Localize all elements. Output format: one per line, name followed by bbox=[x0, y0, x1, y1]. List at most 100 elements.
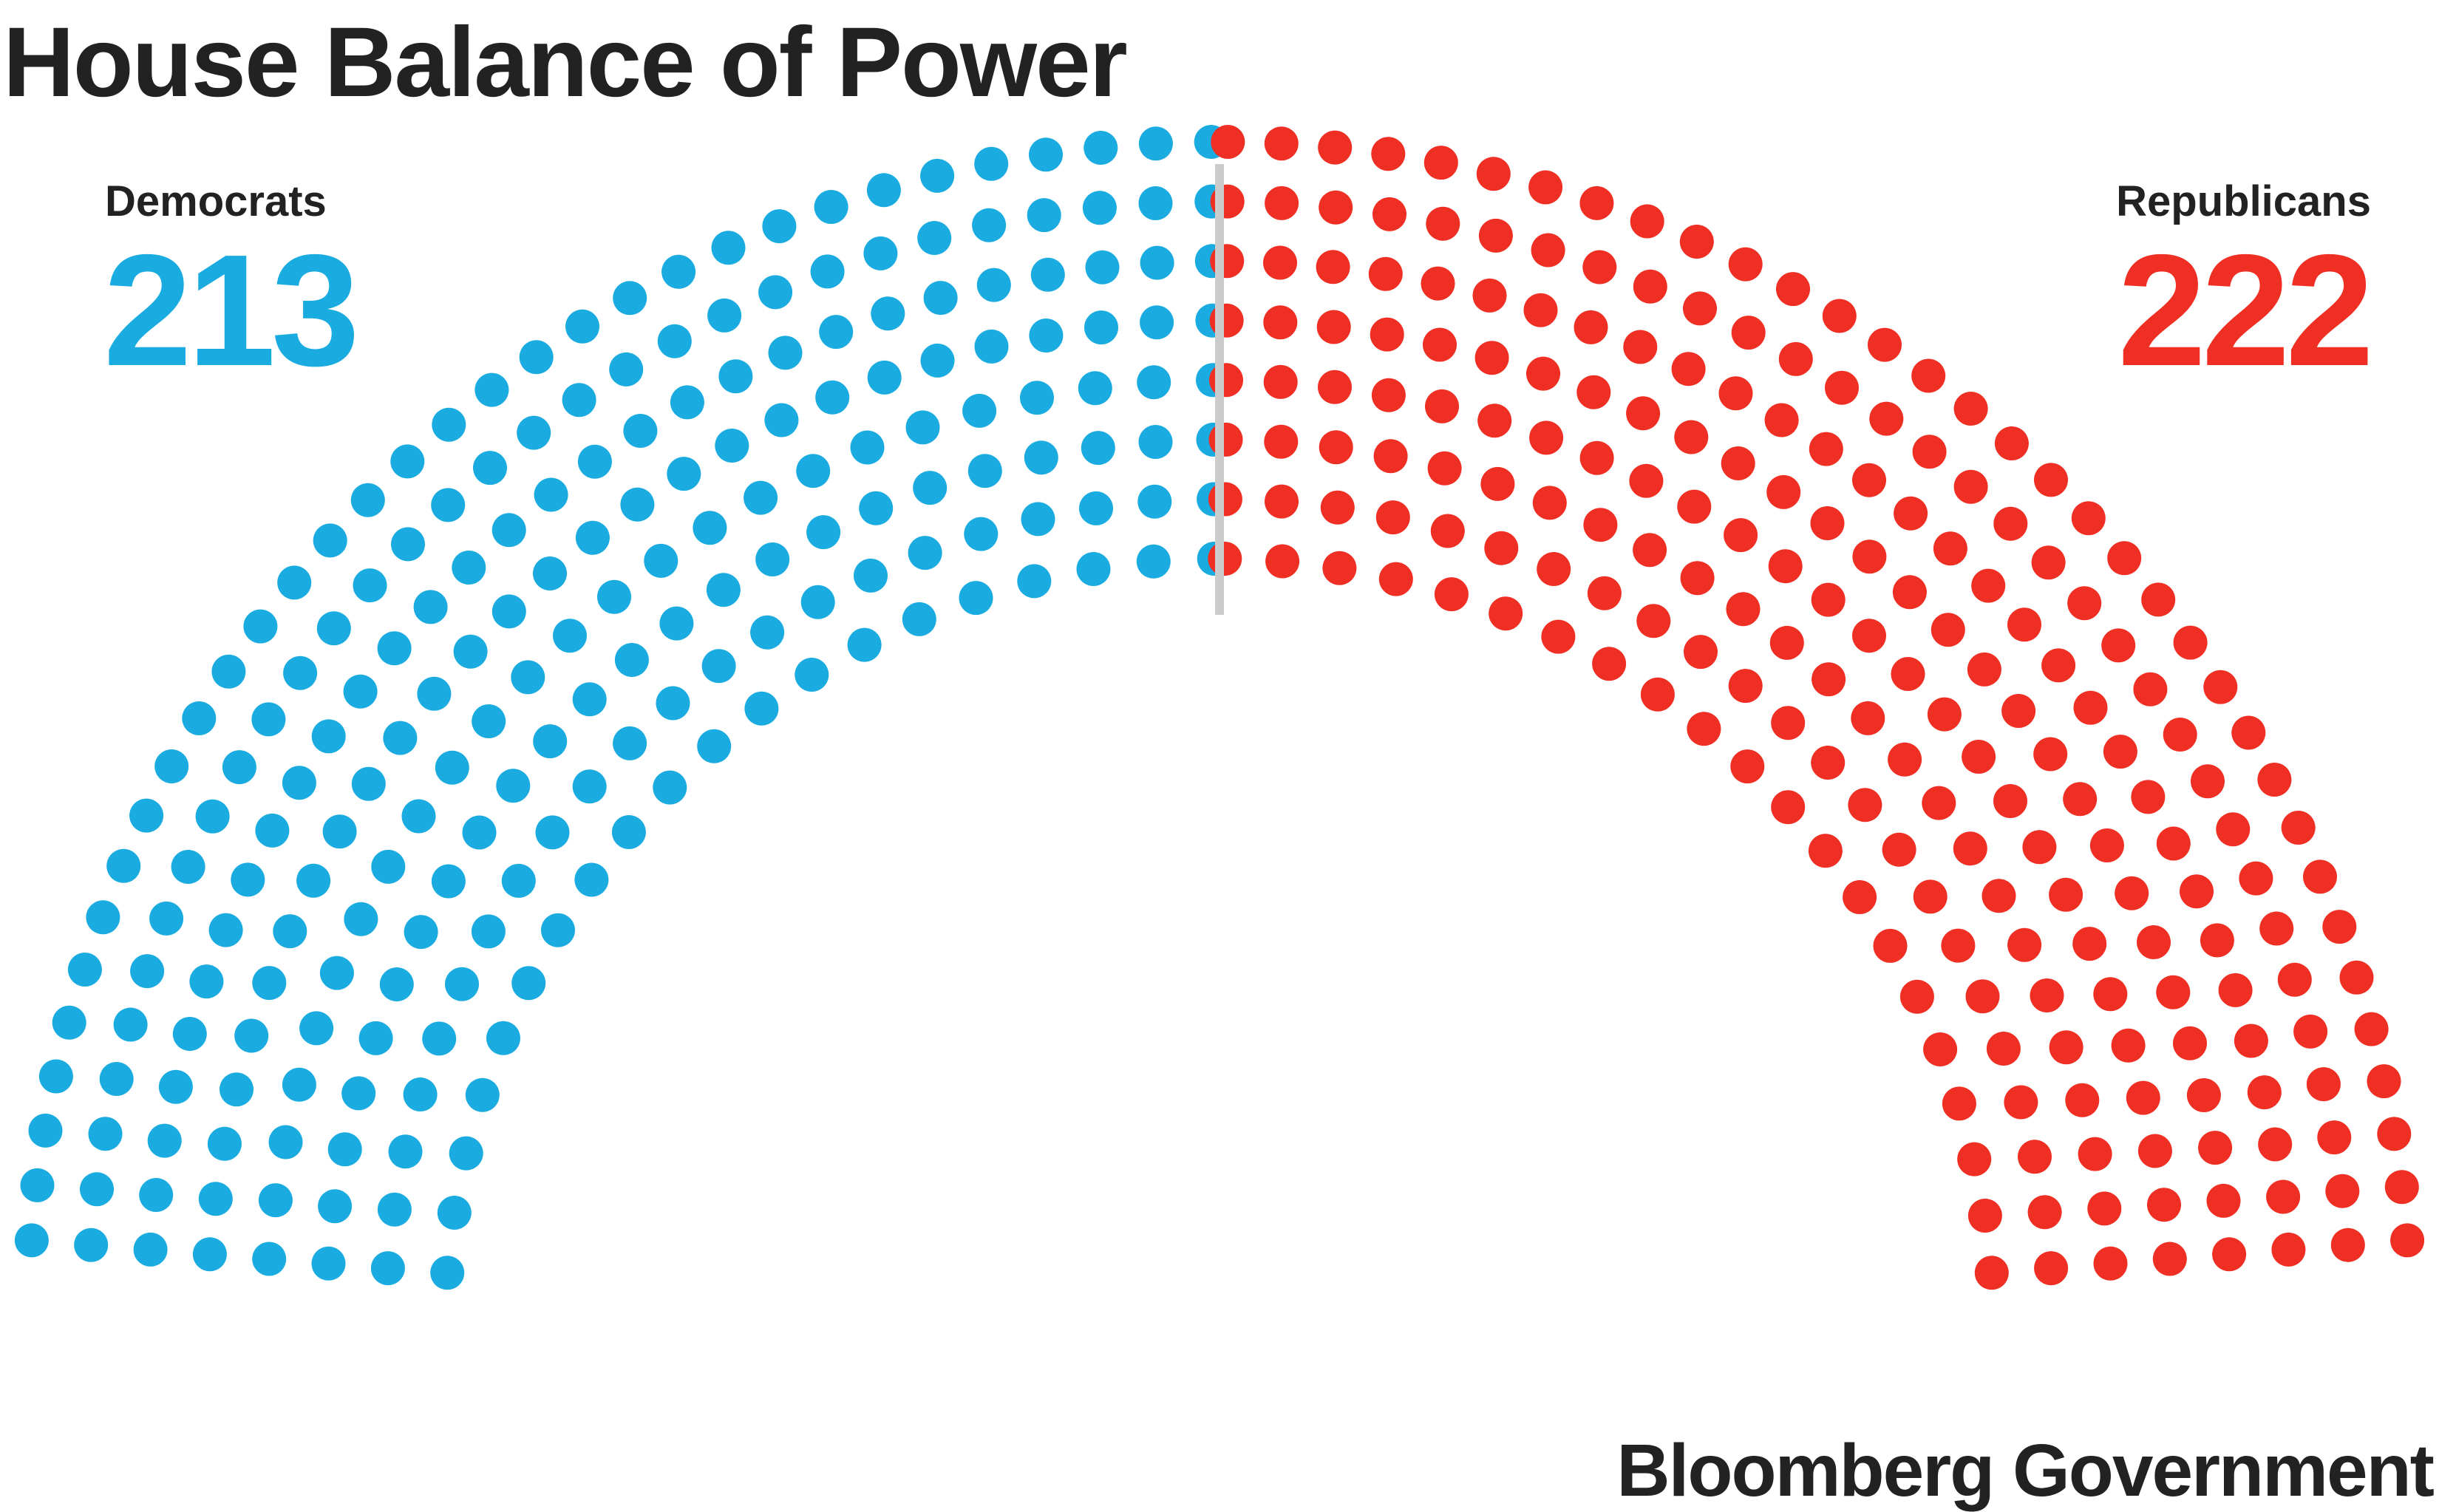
democrat-seat bbox=[189, 964, 224, 999]
democrat-seat bbox=[351, 766, 386, 801]
democrat-seat bbox=[1084, 310, 1118, 345]
republican-seat bbox=[2103, 735, 2137, 769]
republican-seat bbox=[1426, 206, 1460, 241]
republican-seat bbox=[1623, 330, 1658, 364]
republican-seat bbox=[1986, 1032, 2021, 1066]
republican-seat bbox=[2018, 1140, 2052, 1174]
republican-seat bbox=[1811, 582, 1846, 617]
republican-seat bbox=[2027, 1195, 2062, 1230]
democrat-seat bbox=[113, 1007, 148, 1042]
republican-seat bbox=[2390, 1223, 2425, 1258]
republican-seat bbox=[1771, 790, 1806, 825]
democrat-seat bbox=[319, 956, 354, 990]
republican-seat bbox=[2259, 911, 2294, 946]
republican-seat bbox=[1851, 701, 1885, 735]
democrat-seat bbox=[923, 281, 958, 316]
republican-seat bbox=[1726, 592, 1761, 627]
republican-seat bbox=[1891, 657, 1925, 691]
republican-seat bbox=[2049, 877, 2083, 912]
democrat-seat bbox=[814, 190, 848, 224]
democrat-seat bbox=[697, 729, 732, 763]
democrat-seat bbox=[519, 340, 554, 375]
republican-seat bbox=[1636, 604, 1671, 638]
republican-seat bbox=[1953, 469, 1988, 504]
republican-seat bbox=[1913, 879, 1948, 914]
democrat-seat bbox=[422, 1021, 457, 1056]
republican-seat bbox=[2258, 1127, 2293, 1162]
democrat-seat bbox=[252, 966, 287, 1001]
republican-seat bbox=[1974, 1256, 2009, 1290]
republican-seat bbox=[2277, 962, 2312, 997]
democrat-seat bbox=[496, 769, 531, 803]
republican-seat bbox=[2072, 927, 2107, 961]
democrat-seat bbox=[14, 1223, 49, 1258]
republican-seat bbox=[1852, 539, 1887, 574]
republican-seat bbox=[2322, 910, 2357, 944]
republican-seat bbox=[1592, 647, 1627, 681]
democrat-seat bbox=[67, 953, 102, 987]
republican-seat bbox=[1583, 508, 1618, 542]
democrat-seat bbox=[613, 281, 647, 316]
republican-seat bbox=[2163, 718, 2197, 752]
democrat-seat bbox=[657, 324, 692, 358]
republican-seat bbox=[1316, 250, 1350, 285]
republican-seat bbox=[2007, 607, 2041, 642]
republican-seat bbox=[1927, 697, 1962, 732]
democrat-seat bbox=[99, 1062, 134, 1096]
republican-seat bbox=[1209, 363, 1243, 398]
democrat-seat bbox=[401, 799, 436, 834]
republican-seat bbox=[1962, 740, 1996, 774]
democrat-seat bbox=[413, 590, 448, 624]
republican-seat bbox=[2115, 876, 2149, 910]
democrat-seat bbox=[653, 770, 687, 805]
republican-seat bbox=[1812, 662, 1846, 697]
democrat-seat bbox=[182, 701, 217, 735]
republican-seat bbox=[1574, 310, 1608, 344]
democrat-seat bbox=[192, 1237, 227, 1272]
republican-seat bbox=[1888, 742, 1922, 777]
democrat-seat bbox=[541, 913, 575, 947]
democrat-seat bbox=[472, 704, 506, 738]
republicans-label: Republicans bbox=[2116, 177, 2371, 225]
seats-group bbox=[14, 125, 2425, 1290]
democrat-seat bbox=[149, 901, 184, 936]
republican-seat bbox=[1532, 486, 1567, 520]
republican-seat bbox=[2087, 1191, 2122, 1226]
republican-seat bbox=[1982, 879, 2016, 913]
republican-seat bbox=[2041, 648, 2076, 683]
democrat-seat bbox=[1017, 564, 1052, 599]
democrat-seat bbox=[486, 1021, 520, 1055]
democrat-seat bbox=[437, 1196, 472, 1230]
democrat-seat bbox=[758, 275, 793, 310]
republican-seat bbox=[1322, 551, 1357, 585]
democrat-seat bbox=[88, 1117, 123, 1151]
democrat-seat bbox=[908, 536, 942, 571]
republican-seat bbox=[2126, 1080, 2160, 1115]
democrat-seat bbox=[972, 208, 1007, 242]
republican-seat bbox=[1378, 562, 1413, 596]
democrat-seat bbox=[597, 579, 631, 614]
republicans-count: 222 bbox=[2117, 221, 2374, 399]
democrat-seat bbox=[614, 643, 649, 677]
republican-seat bbox=[1640, 677, 1675, 712]
democrat-seat bbox=[706, 573, 741, 607]
democrat-seat bbox=[623, 414, 658, 448]
democrat-seat bbox=[344, 902, 378, 936]
democrat-seat bbox=[620, 487, 655, 522]
republican-seat bbox=[1489, 596, 1523, 631]
democrat-seat bbox=[1020, 381, 1054, 415]
republican-seat bbox=[2065, 1083, 2100, 1117]
republican-seat bbox=[1923, 1032, 1958, 1066]
republican-seat bbox=[1208, 482, 1242, 517]
republican-seat bbox=[2093, 1246, 2128, 1281]
republican-seat bbox=[2325, 1174, 2360, 1208]
republican-seat bbox=[2137, 1134, 2172, 1168]
republican-seat bbox=[2306, 1067, 2341, 1102]
democrat-seat bbox=[974, 146, 1009, 181]
democrat-seat bbox=[316, 611, 351, 646]
republican-seat bbox=[2131, 780, 2166, 814]
democrat-seat bbox=[371, 849, 406, 884]
republican-seat bbox=[1730, 749, 1765, 784]
democrat-seat bbox=[207, 1126, 242, 1161]
republican-seat bbox=[1868, 327, 1902, 362]
